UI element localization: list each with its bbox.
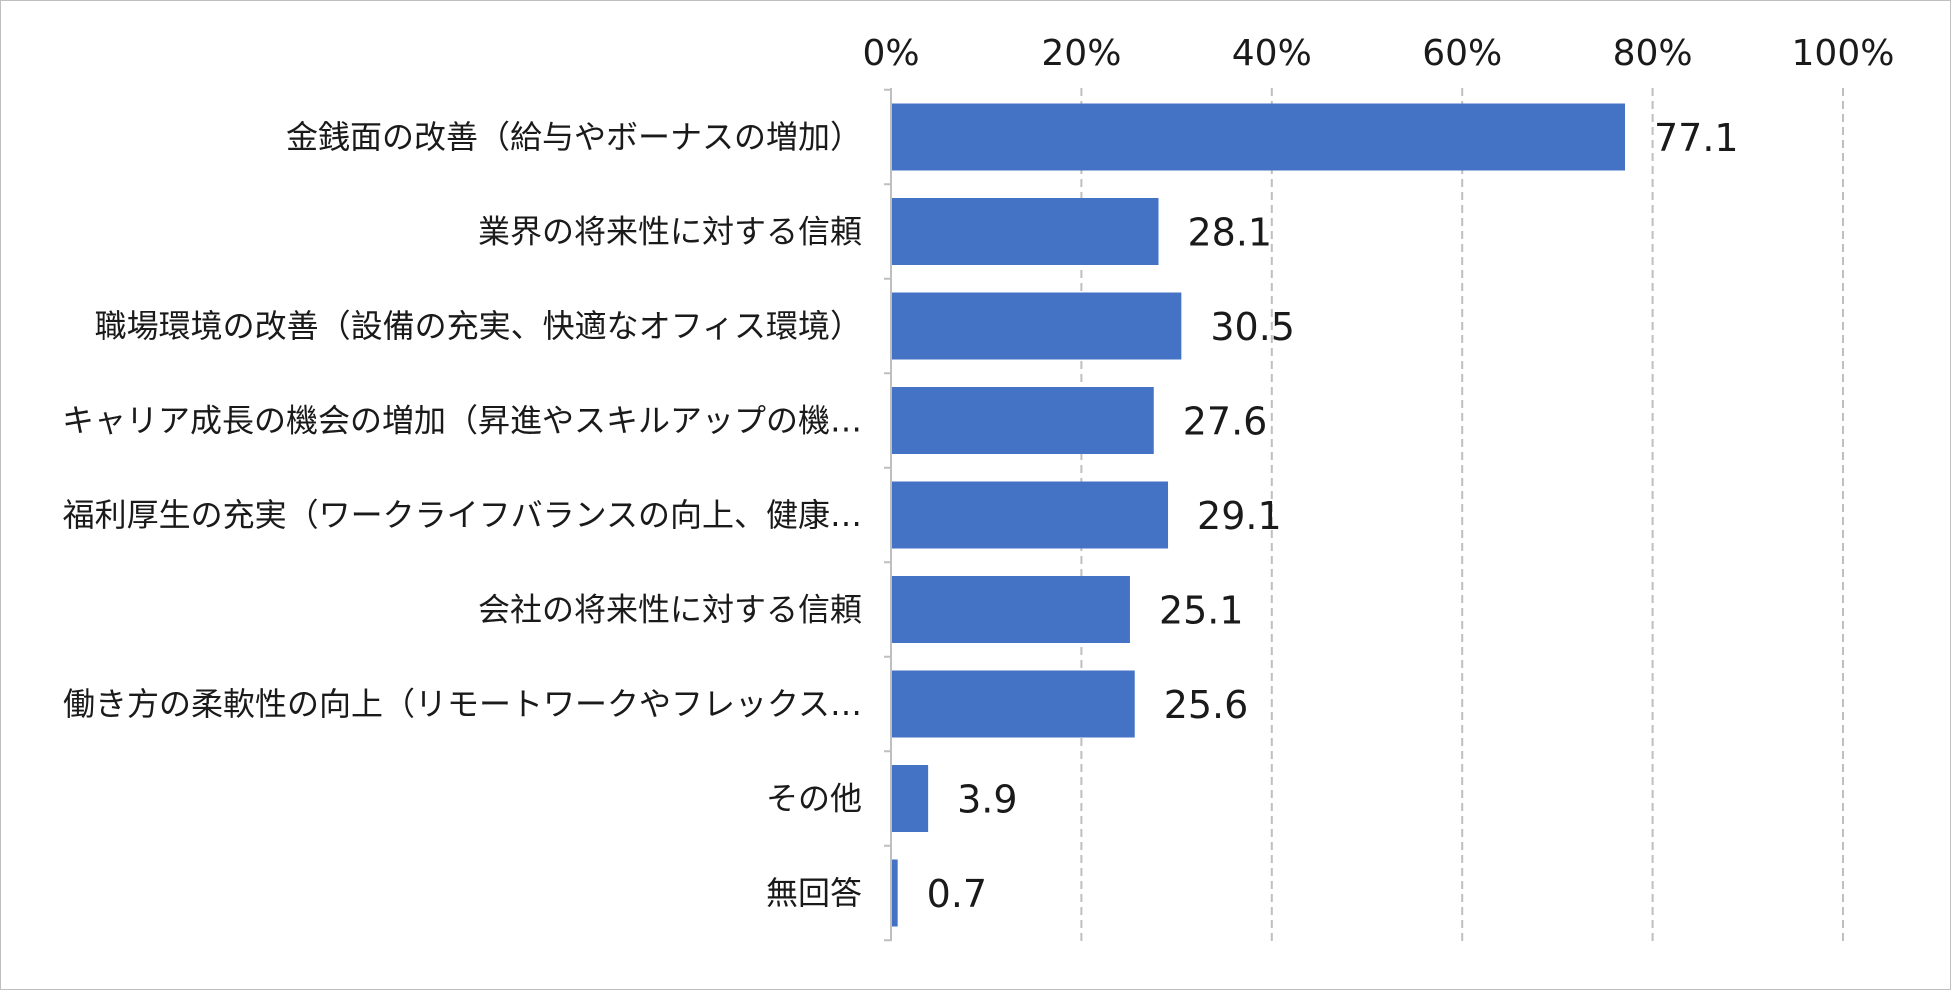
bar bbox=[892, 576, 1130, 643]
category-label: その他 bbox=[766, 780, 862, 818]
x-tick-label: 80% bbox=[1613, 33, 1693, 74]
data-label: 30.5 bbox=[1210, 305, 1295, 349]
bar bbox=[892, 198, 1159, 265]
category-label: 業界の将来性に対する信頼 bbox=[478, 213, 862, 251]
category-label: 福利厚生の充実（ワークライフバランスの向上、健康… bbox=[63, 496, 862, 534]
x-tick-label: 100% bbox=[1792, 33, 1895, 74]
category-label: キャリア成長の機会の増加（昇進やスキルアップの機… bbox=[62, 402, 862, 440]
bar bbox=[892, 481, 1169, 549]
data-label: 25.6 bbox=[1164, 683, 1249, 727]
bar bbox=[892, 387, 1154, 454]
category-label: 会社の将来性に対する信頼 bbox=[478, 591, 862, 629]
category-label: 働き方の柔軟性の向上（リモートワークやフレックス… bbox=[63, 685, 862, 723]
data-label: 29.1 bbox=[1197, 494, 1282, 538]
bars bbox=[892, 103, 1625, 927]
data-label: 77.1 bbox=[1654, 116, 1739, 160]
data-label: 28.1 bbox=[1188, 211, 1273, 255]
bar bbox=[892, 103, 1625, 171]
x-tick-label: 40% bbox=[1232, 33, 1312, 74]
bar bbox=[892, 765, 929, 832]
data-label: 25.1 bbox=[1159, 589, 1244, 633]
data-label: 0.7 bbox=[927, 872, 987, 916]
bar bbox=[892, 670, 1135, 738]
value-labels: 77.1 28.1 30.5 27.6 29.1 25.1 25.6 3.9 0.7 bbox=[927, 116, 1739, 916]
x-axis-ticks: 0% 20% 40% 60% 80% 100% bbox=[862, 33, 1894, 74]
data-label: 3.9 bbox=[957, 778, 1017, 822]
category-label: 金銭面の改善（給与やボーナスの増加） bbox=[286, 118, 862, 156]
x-tick-label: 60% bbox=[1422, 33, 1502, 74]
data-label: 27.6 bbox=[1183, 400, 1268, 444]
category-label: 無回答 bbox=[766, 874, 862, 912]
x-tick-label: 20% bbox=[1041, 33, 1121, 74]
category-label: 職場環境の改善（設備の充実、快適なオフィス環境） bbox=[95, 307, 862, 345]
bar bbox=[892, 859, 898, 927]
category-axis bbox=[884, 88, 892, 942]
x-tick-label: 0% bbox=[862, 33, 919, 74]
bar bbox=[892, 292, 1182, 360]
category-labels: 金銭面の改善（給与やボーナスの増加） 業界の将来性に対する信頼職場環境の改善（設備… bbox=[62, 118, 862, 912]
